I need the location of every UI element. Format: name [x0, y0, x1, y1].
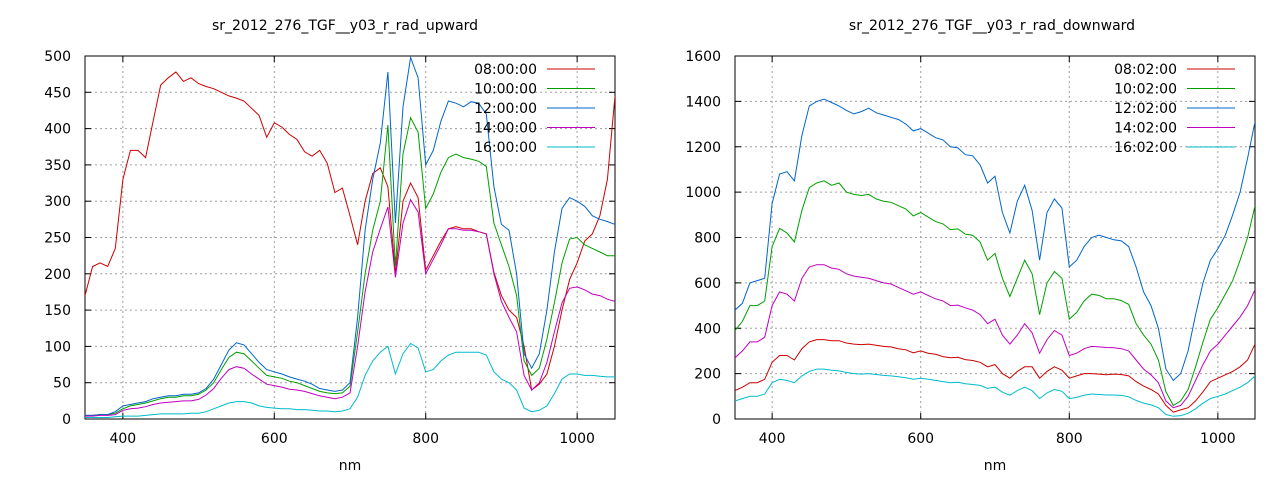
y-tick-label: 400	[694, 321, 721, 337]
legend-label: 14:02:00	[1114, 121, 1177, 137]
legend-label: 08:02:00	[1114, 62, 1177, 78]
y-tick-label: 250	[44, 231, 71, 247]
y-tick-label: 800	[694, 231, 721, 247]
y-tick-label: 350	[44, 158, 71, 174]
chart-2: sr_2012_276_TGF__y03_r_rad_downward 0 200 4…	[685, 18, 1256, 474]
x-tick-label: 800	[1056, 431, 1083, 447]
x-tick-label: 400	[759, 431, 786, 447]
chart-title: sr_2012_276_TGF__y03_r_rad_upward	[212, 18, 478, 34]
y-tick-label: 400	[44, 122, 71, 138]
y-tick-label: 1600	[685, 49, 721, 65]
y-tick-label: 50	[53, 376, 71, 392]
y-tick-label: 300	[44, 194, 71, 210]
series-line-160200	[735, 368, 1255, 417]
chart-title: sr_2012_276_TGF__y03_r_rad_downward	[849, 18, 1135, 34]
y-tick-label: 100	[44, 339, 71, 355]
x-axis-label: nm	[984, 458, 1007, 474]
legend-label: 16:00:00	[474, 140, 537, 156]
y-tick-label: 200	[44, 267, 71, 283]
plot-frame	[734, 55, 1256, 420]
series-line-120000	[85, 56, 615, 416]
series-line-140200	[735, 264, 1255, 409]
series-line-120200	[735, 98, 1255, 382]
series-line-160000	[85, 342, 615, 418]
legend-label: 08:00:00	[474, 62, 537, 78]
y-tick-label: 200	[694, 367, 721, 383]
series-line-080200	[735, 339, 1255, 413]
legend-label: 14:00:00	[474, 121, 537, 137]
y-tick-label: 0	[62, 412, 71, 428]
y-tick-label: 1000	[685, 185, 721, 201]
x-axis-label: nm	[339, 458, 362, 474]
y-tick-label: 150	[44, 303, 71, 319]
x-tick-label: 600	[907, 431, 934, 447]
series-line-100200	[735, 180, 1255, 407]
legend-label: 12:02:00	[1114, 101, 1177, 117]
series-line-140000	[85, 198, 615, 417]
x-tick-label: 1000	[1200, 431, 1236, 447]
x-tick-label: 600	[261, 431, 288, 447]
legend-label: 12:00:00	[474, 101, 537, 117]
y-tick-label: 1400	[685, 94, 721, 110]
series-line-100000	[85, 116, 615, 416]
y-tick-label: 500	[44, 49, 71, 65]
y-tick-label: 1200	[685, 140, 721, 156]
legend-label: 16:02:00	[1114, 140, 1177, 156]
y-tick-label: 450	[44, 85, 71, 101]
chart-1: sr_2012_276_TGF__y03_r_rad_upward 0 50 100 1…	[44, 18, 616, 474]
x-tick-label: 800	[412, 431, 439, 447]
plot-frame	[84, 55, 616, 420]
y-tick-label: 0	[712, 412, 721, 428]
legend-label: 10:02:00	[1114, 82, 1177, 98]
legend-label: 10:00:00	[474, 82, 537, 98]
x-tick-label: 1000	[559, 431, 595, 447]
y-tick-label: 600	[694, 276, 721, 292]
x-tick-label: 400	[109, 431, 136, 447]
series-line-080000	[85, 71, 615, 391]
